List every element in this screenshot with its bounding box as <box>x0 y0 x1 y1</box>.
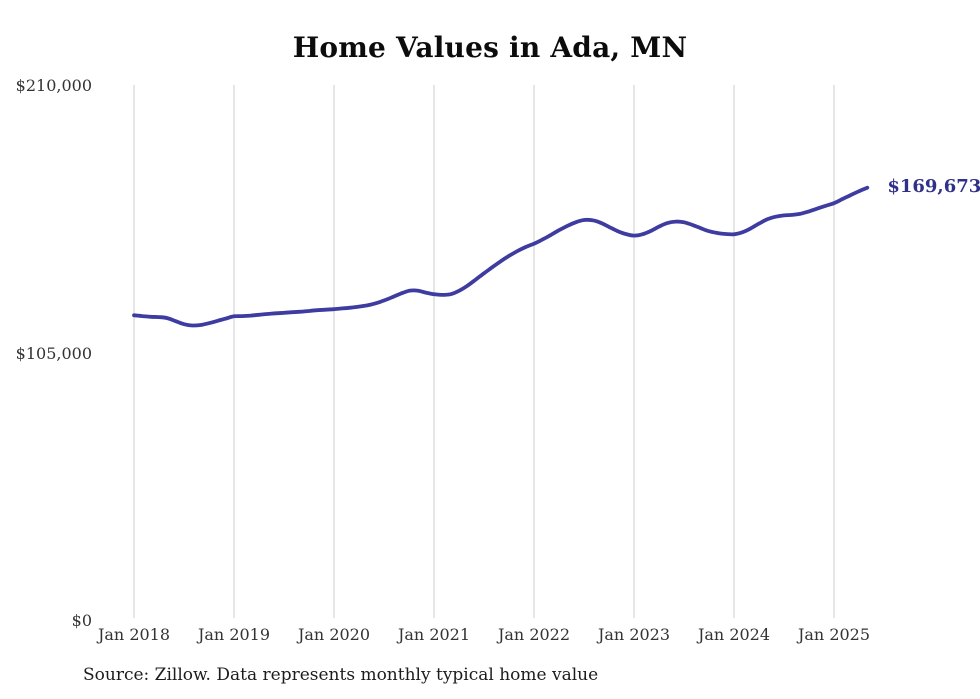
y-tick-label: $0 <box>71 611 92 630</box>
x-tick-label: Jan 2023 <box>597 625 671 644</box>
home-value-line <box>132 185 870 328</box>
y-tick-label: $210,000 <box>15 76 92 95</box>
x-tick-label: Jan 2020 <box>297 625 371 644</box>
source-note: Source: Zillow. Data represents monthly … <box>83 665 599 685</box>
x-tick-label: Jan 2019 <box>197 625 271 644</box>
y-tick-label: $105,000 <box>15 343 92 363</box>
x-tick-label: Jan 2025 <box>797 625 871 644</box>
x-tick-label: Jan 2022 <box>497 625 571 644</box>
x-tick-label: Jan 2024 <box>697 625 771 644</box>
end-value-label: $169,673 <box>887 175 980 197</box>
chart-title: Home Values in Ada, MN <box>292 31 688 64</box>
x-tick-label: Jan 2021 <box>397 625 471 644</box>
x-tick-label: Jan 2018 <box>97 625 171 644</box>
vertical-gridlines <box>133 85 835 618</box>
